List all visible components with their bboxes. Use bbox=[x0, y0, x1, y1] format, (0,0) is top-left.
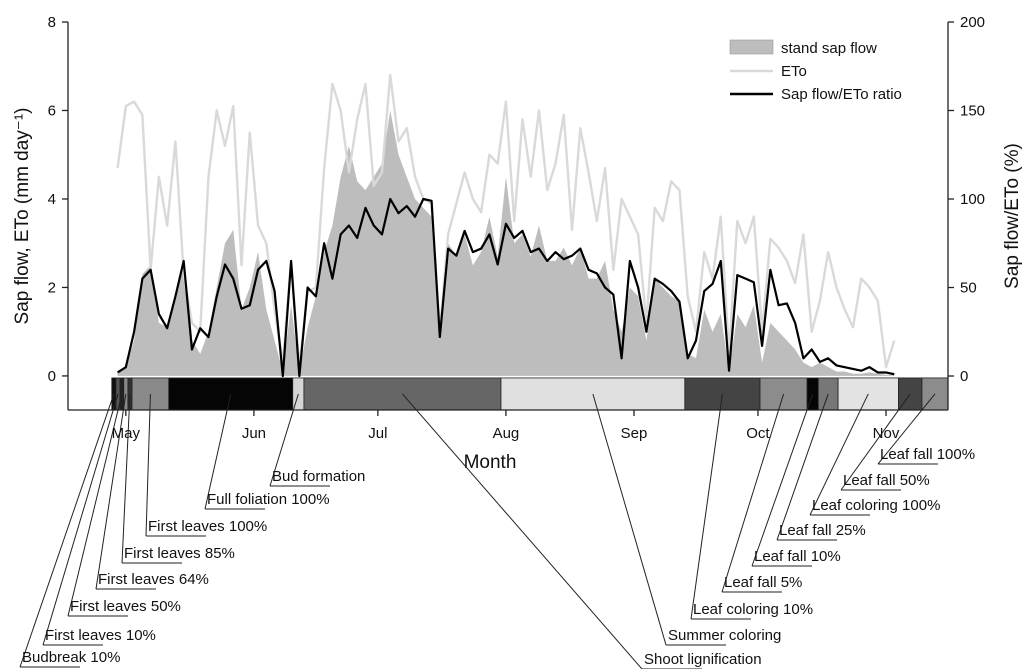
phase-label: Leaf fall 25% bbox=[779, 522, 866, 539]
leader-line bbox=[592, 393, 667, 646]
phase-label: Leaf fall 50% bbox=[843, 472, 930, 489]
ratio-line bbox=[116, 197, 895, 378]
x-tick-label: Aug bbox=[493, 425, 520, 442]
phase-label: Shoot lignification bbox=[644, 651, 762, 668]
phase-segment bbox=[303, 377, 502, 411]
y-tick-label: 6 bbox=[48, 102, 56, 119]
phase-label: Leaf fall 5% bbox=[724, 574, 802, 591]
phase-label: Bud formation bbox=[272, 468, 365, 485]
y-tick-label: 0 bbox=[48, 368, 56, 385]
phase-label: First leaves 10% bbox=[45, 627, 156, 644]
y-tick-label: 8 bbox=[48, 14, 56, 31]
phase-label: Leaf coloring 10% bbox=[693, 601, 813, 618]
phase-label: Leaf fall 100% bbox=[880, 446, 975, 463]
leader-line bbox=[204, 393, 232, 510]
leader-line bbox=[95, 393, 127, 590]
phase-label: Leaf fall 10% bbox=[754, 548, 841, 565]
leader-line bbox=[809, 393, 869, 516]
phase-label: First leaves 100% bbox=[148, 518, 267, 535]
leader-line bbox=[776, 393, 829, 541]
leader-line bbox=[751, 393, 814, 567]
phase-label: First leaves 85% bbox=[124, 545, 235, 562]
phase-label: Leaf coloring 100% bbox=[812, 497, 940, 514]
leader-line bbox=[42, 393, 119, 646]
x-tick-label: Nov bbox=[873, 425, 900, 442]
y-axis-title: Sap flow, ETo (mm day⁻¹) bbox=[12, 108, 33, 325]
phase-segment bbox=[759, 377, 808, 411]
legend-label: stand sap flow bbox=[781, 40, 877, 57]
leader-line bbox=[721, 393, 785, 593]
leader-line bbox=[402, 393, 643, 669]
legend-label: ETo bbox=[781, 63, 807, 80]
phase-label: Summer coloring bbox=[668, 627, 781, 644]
legend-swatch bbox=[729, 39, 774, 55]
y2-tick-label: 150 bbox=[960, 103, 985, 120]
y2-tick-label: 100 bbox=[960, 191, 985, 208]
y2-tick-label: 50 bbox=[960, 280, 977, 297]
sap-flow-area bbox=[117, 110, 895, 376]
x-axis-title: Month bbox=[464, 452, 517, 473]
x-tick-label: May bbox=[112, 425, 141, 442]
legend-label: Sap flow/ETo ratio bbox=[781, 86, 902, 103]
leader-line bbox=[269, 393, 299, 487]
y2-tick-label: 0 bbox=[960, 368, 968, 385]
eto-line bbox=[116, 73, 896, 369]
phase-label: First leaves 50% bbox=[70, 598, 181, 615]
y-tick-label: 4 bbox=[48, 191, 56, 208]
leader-line bbox=[67, 393, 123, 617]
x-tick-label: Jul bbox=[368, 425, 387, 442]
leader-line bbox=[145, 393, 151, 537]
x-tick-label: Sep bbox=[621, 425, 648, 442]
x-tick-label: Oct bbox=[746, 425, 770, 442]
phase-segment bbox=[500, 377, 686, 411]
y2-tick-label: 200 bbox=[960, 14, 985, 31]
phase-label: First leaves 64% bbox=[98, 571, 209, 588]
leader-line bbox=[877, 393, 936, 465]
phase-label: Full foliation 100% bbox=[207, 491, 330, 508]
x-tick-label: Jun bbox=[242, 425, 266, 442]
y-tick-label: 2 bbox=[48, 279, 56, 296]
y2-axis-title: Sap flow/ETo (%) bbox=[1002, 143, 1023, 289]
leader-line bbox=[19, 393, 115, 668]
phase-label: Budbreak 10% bbox=[22, 649, 120, 666]
leader-line bbox=[121, 393, 131, 564]
leader-line bbox=[690, 393, 723, 620]
